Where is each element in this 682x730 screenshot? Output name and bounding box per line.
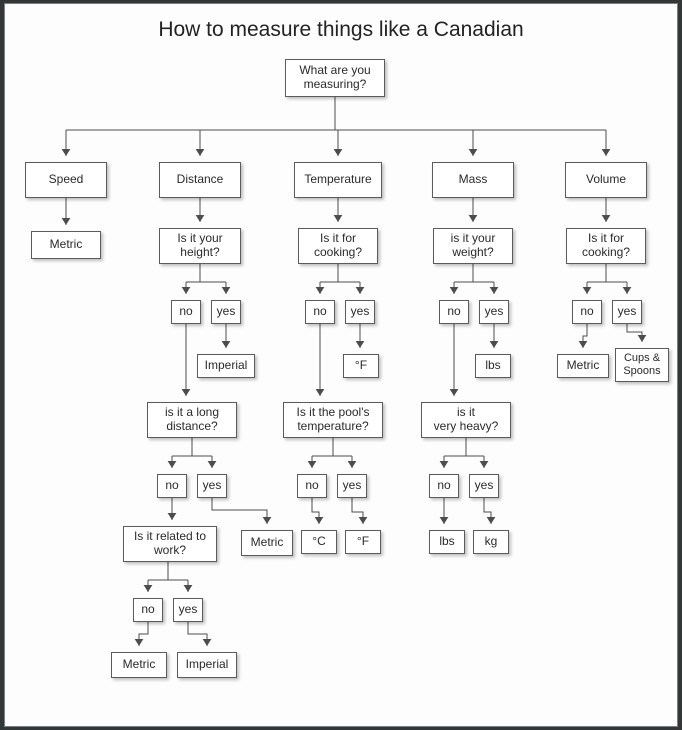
node-label: is itvery heavy? [434, 406, 499, 434]
node-label: no [447, 305, 460, 319]
node-label: yes [475, 479, 494, 493]
node-t_q2: Is it the pool'stemperature? [283, 402, 383, 438]
node-d_no2: no [157, 474, 187, 498]
node-v_q1: Is it forcooking? [566, 228, 646, 264]
node-d_yes2: yes [197, 474, 227, 498]
node-label: lbs [485, 359, 500, 373]
node-d_q2: is it a longdistance? [147, 402, 237, 438]
node-label: yes [343, 479, 362, 493]
node-d_q3: Is it related towork? [123, 526, 217, 562]
node-label: Mass [459, 173, 488, 187]
node-label: Metric [251, 536, 284, 550]
node-d_imp1: Imperial [197, 354, 255, 378]
node-m_no2: no [429, 474, 459, 498]
node-t_f2: °F [345, 530, 381, 554]
node-t_f1: °F [343, 354, 379, 378]
node-label: yes [485, 305, 504, 319]
node-v_no1: no [572, 300, 602, 324]
node-label: kg [485, 535, 498, 549]
node-label: is it a longdistance? [165, 406, 219, 434]
node-label: °C [312, 535, 325, 549]
node-label: no [580, 305, 593, 319]
node-d_metric3: Metric [111, 652, 167, 678]
node-label: yes [217, 305, 236, 319]
node-label: Distance [177, 173, 224, 187]
node-t_yes1: yes [345, 300, 375, 324]
node-label: Cups &Spoons [623, 352, 660, 377]
node-d_imp3: Imperial [177, 652, 237, 678]
node-m_q1: is it yourweight? [433, 228, 513, 264]
node-t_c: °C [301, 530, 337, 554]
node-label: no [437, 479, 450, 493]
node-m_yes2: yes [469, 474, 499, 498]
node-label: yes [618, 305, 637, 319]
node-label: yes [179, 603, 198, 617]
node-label: Volume [586, 173, 626, 187]
node-label: Metric [50, 238, 83, 252]
node-label: Is it forcooking? [582, 232, 630, 260]
node-label: yes [351, 305, 370, 319]
node-speed: Speed [25, 162, 107, 198]
node-sp_metric: Metric [31, 231, 101, 259]
node-label: Is it yourheight? [177, 232, 222, 260]
node-v_yes1: yes [612, 300, 642, 324]
node-root: What are youmeasuring? [285, 59, 385, 97]
node-mass: Mass [432, 162, 514, 198]
node-label: no [179, 305, 192, 319]
node-temp: Temperature [294, 162, 382, 198]
node-label: Is it the pool'stemperature? [297, 406, 370, 434]
flowchart-page: How to measure things like a Canadian Wh… [4, 3, 678, 727]
node-volume: Volume [565, 162, 647, 198]
node-label: no [313, 305, 326, 319]
node-d_no3: no [133, 598, 163, 622]
node-t_yes2: yes [337, 474, 367, 498]
node-distance: Distance [159, 162, 241, 198]
node-t_q1: Is it forcooking? [298, 228, 378, 264]
node-label: What are youmeasuring? [299, 64, 370, 92]
node-t_no2: no [297, 474, 327, 498]
node-m_lbs2: lbs [429, 530, 465, 554]
node-label: Imperial [186, 658, 229, 672]
node-label: Metric [123, 658, 156, 672]
node-label: °F [355, 359, 367, 373]
node-d_metric2: Metric [241, 530, 293, 556]
node-d_yes1: yes [211, 300, 241, 324]
node-label: yes [203, 479, 222, 493]
node-v_metric: Metric [557, 354, 609, 378]
node-label: Temperature [304, 173, 371, 187]
node-label: no [141, 603, 154, 617]
node-d_yes3: yes [173, 598, 203, 622]
node-d_no1: no [171, 300, 201, 324]
node-m_yes1: yes [479, 300, 509, 324]
node-v_cups: Cups &Spoons [615, 348, 669, 382]
node-label: °F [357, 535, 369, 549]
node-label: Speed [49, 173, 84, 187]
node-t_no1: no [305, 300, 335, 324]
node-label: Is it related towork? [134, 530, 206, 558]
node-m_lbs1: lbs [475, 354, 511, 378]
node-d_q1: Is it yourheight? [159, 228, 241, 264]
node-m_no1: no [439, 300, 469, 324]
node-m_q2: is itvery heavy? [421, 402, 511, 438]
node-m_kg: kg [473, 530, 509, 554]
node-label: lbs [439, 535, 454, 549]
node-label: no [305, 479, 318, 493]
node-label: is it yourweight? [451, 232, 496, 260]
node-label: no [165, 479, 178, 493]
node-label: Is it forcooking? [314, 232, 362, 260]
node-label: Metric [567, 359, 600, 373]
node-label: Imperial [205, 359, 248, 373]
